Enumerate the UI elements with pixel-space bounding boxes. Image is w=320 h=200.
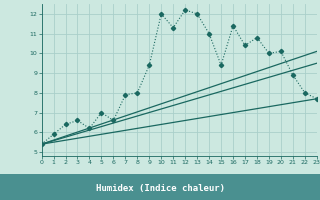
- Text: Humidex (Indice chaleur): Humidex (Indice chaleur): [95, 184, 225, 193]
